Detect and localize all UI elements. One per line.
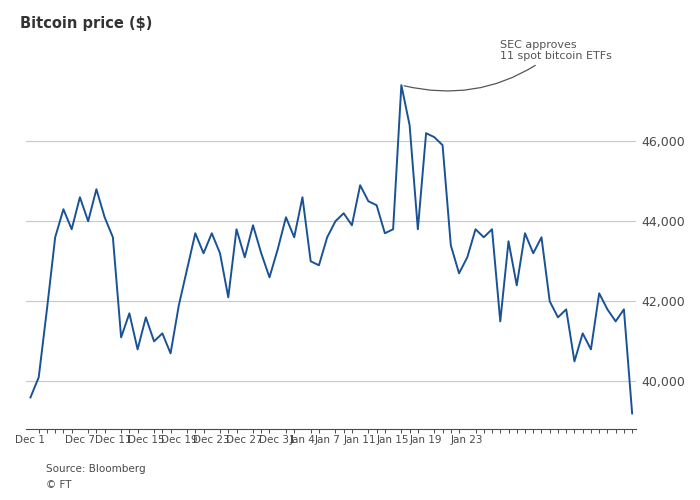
Text: SEC approves
11 spot bitcoin ETFs: SEC approves 11 spot bitcoin ETFs [404, 40, 612, 91]
Text: Source: Bloomberg: Source: Bloomberg [46, 464, 145, 474]
Text: Bitcoin price ($): Bitcoin price ($) [20, 16, 153, 30]
Text: © FT: © FT [46, 480, 71, 490]
